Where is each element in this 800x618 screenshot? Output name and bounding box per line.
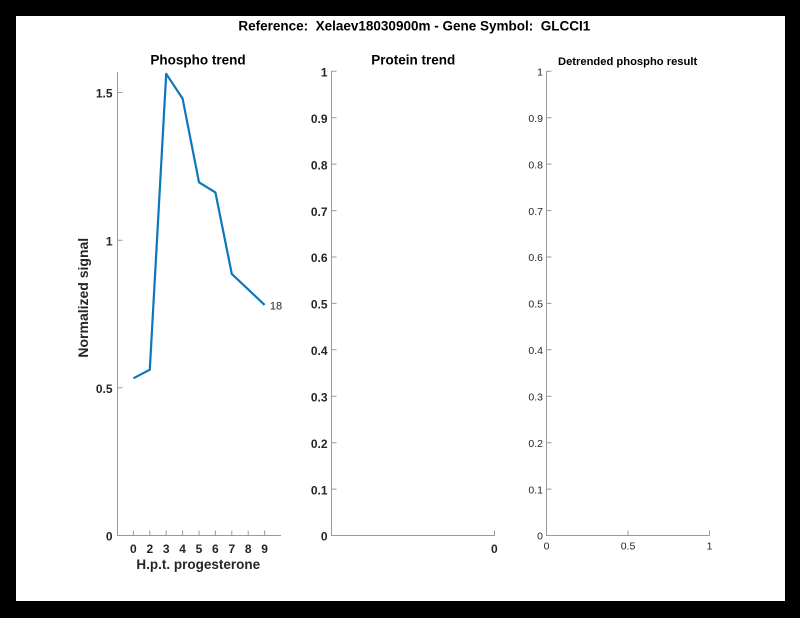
svg-text:0.8: 0.8: [528, 159, 543, 171]
svg-text:0.6: 0.6: [311, 251, 328, 265]
svg-text:0: 0: [321, 530, 328, 544]
svg-text:Phospho trend: Phospho trend: [150, 52, 245, 67]
svg-text:1: 1: [537, 67, 543, 79]
svg-text:0.9: 0.9: [311, 112, 328, 126]
svg-text:0.1: 0.1: [528, 484, 543, 496]
svg-text:5: 5: [196, 542, 203, 556]
svg-text:0.4: 0.4: [311, 344, 328, 358]
svg-text:0.6: 0.6: [528, 252, 543, 264]
svg-text:0: 0: [130, 542, 137, 556]
svg-text:0.5: 0.5: [311, 298, 328, 312]
svg-text:Reference: Xelaev18030900m -: Reference: Xelaev18030900m - Gene Symbol…: [238, 19, 590, 34]
svg-text:Normalized signal: Normalized signal: [75, 238, 91, 358]
svg-text:0.5: 0.5: [621, 540, 636, 552]
svg-text:7: 7: [228, 542, 235, 556]
svg-text:Protein trend: Protein trend: [371, 52, 455, 67]
svg-text:0: 0: [106, 530, 113, 544]
svg-text:Detrended phospho result: Detrended phospho result: [558, 56, 698, 68]
svg-text:1: 1: [106, 234, 113, 248]
svg-text:0.8: 0.8: [311, 158, 328, 172]
svg-text:8: 8: [245, 542, 252, 556]
svg-text:0: 0: [537, 531, 543, 543]
svg-text:1.5: 1.5: [96, 87, 113, 101]
svg-text:0.5: 0.5: [96, 382, 113, 396]
svg-text:3: 3: [163, 542, 170, 556]
svg-text:1: 1: [321, 66, 328, 80]
svg-text:0.2: 0.2: [528, 438, 543, 450]
svg-text:0.7: 0.7: [311, 205, 328, 219]
svg-text:0.3: 0.3: [528, 391, 543, 403]
svg-text:1: 1: [707, 540, 713, 552]
svg-text:0.9: 0.9: [528, 113, 543, 125]
svg-text:0.3: 0.3: [311, 390, 328, 404]
svg-text:0: 0: [544, 540, 550, 552]
svg-text:0.1: 0.1: [311, 483, 328, 497]
svg-text:0: 0: [491, 542, 498, 556]
svg-text:H.p.t. progesterone: H.p.t. progesterone: [136, 557, 260, 572]
svg-text:6: 6: [212, 542, 219, 556]
svg-text:0.4: 0.4: [528, 345, 543, 357]
svg-text:0.2: 0.2: [311, 437, 328, 451]
svg-text:0.5: 0.5: [528, 299, 543, 311]
svg-text:4: 4: [179, 542, 186, 556]
svg-text:0.7: 0.7: [528, 206, 543, 218]
svg-text:2: 2: [146, 542, 153, 556]
svg-text:18: 18: [270, 301, 282, 313]
svg-text:9: 9: [261, 542, 268, 556]
